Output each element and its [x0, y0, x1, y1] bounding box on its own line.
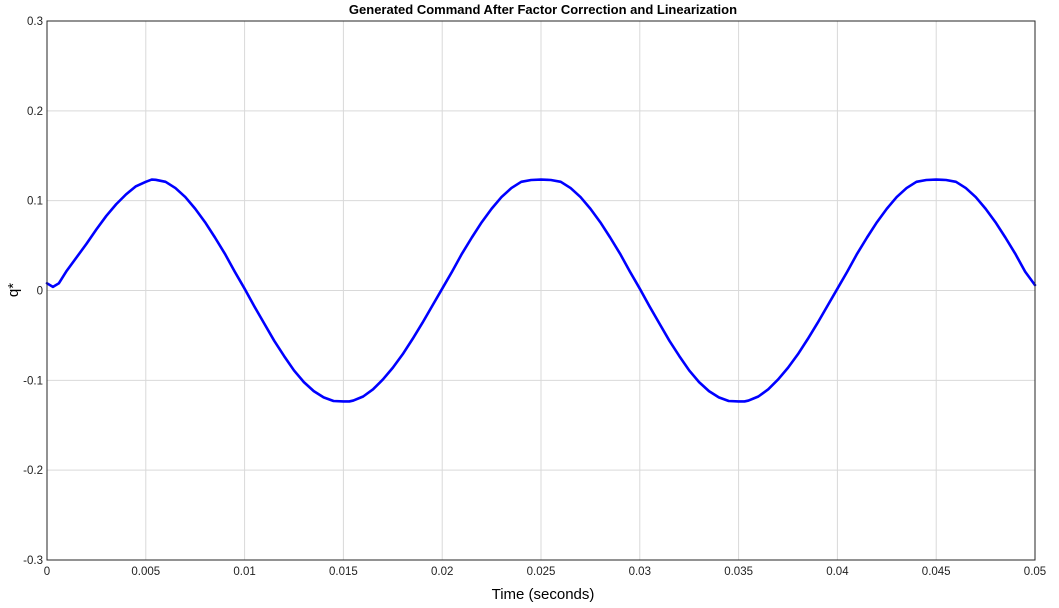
x-tick-label: 0.05 — [1024, 566, 1046, 578]
x-tick-label: 0.035 — [724, 566, 753, 578]
x-tick-label: 0 — [44, 566, 50, 578]
y-axis-ticks: -0.3 -0.2 -0.1 0 0.1 0.2 0.3 — [23, 16, 43, 567]
x-tick-label: 0.005 — [131, 566, 160, 578]
x-tick-label: 0.01 — [233, 566, 255, 578]
x-tick-label: 0.04 — [826, 566, 849, 578]
y-tick-label: -0.2 — [23, 465, 43, 477]
x-tick-label: 0.045 — [922, 566, 951, 578]
series-line — [45, 178, 1037, 403]
y-tick-label: 0.1 — [27, 196, 43, 208]
series-layer — [45, 178, 1037, 403]
x-tick-label: 0.02 — [431, 566, 453, 578]
y-tick-label: 0.2 — [27, 106, 43, 118]
plot-border — [46, 20, 1036, 561]
y-tick-label: 0.3 — [27, 16, 43, 28]
chart-title: Generated Command After Factor Correctio… — [349, 2, 737, 17]
x-tick-label: 0.03 — [629, 566, 651, 578]
y-tick-label: -0.3 — [23, 555, 43, 567]
x-tick-label: 0.025 — [527, 566, 556, 578]
y-tick-label: 0 — [37, 286, 43, 298]
y-tick-label: -0.1 — [23, 375, 43, 387]
x-tick-label: 0.015 — [329, 566, 358, 578]
y-axis-label: q* — [5, 283, 22, 297]
x-axis-ticks: 0 0.005 0.01 0.015 0.02 0.025 0.03 0.035 0.04 0.0… — [44, 566, 1046, 578]
x-axis-label: Time (seconds) — [492, 586, 595, 603]
